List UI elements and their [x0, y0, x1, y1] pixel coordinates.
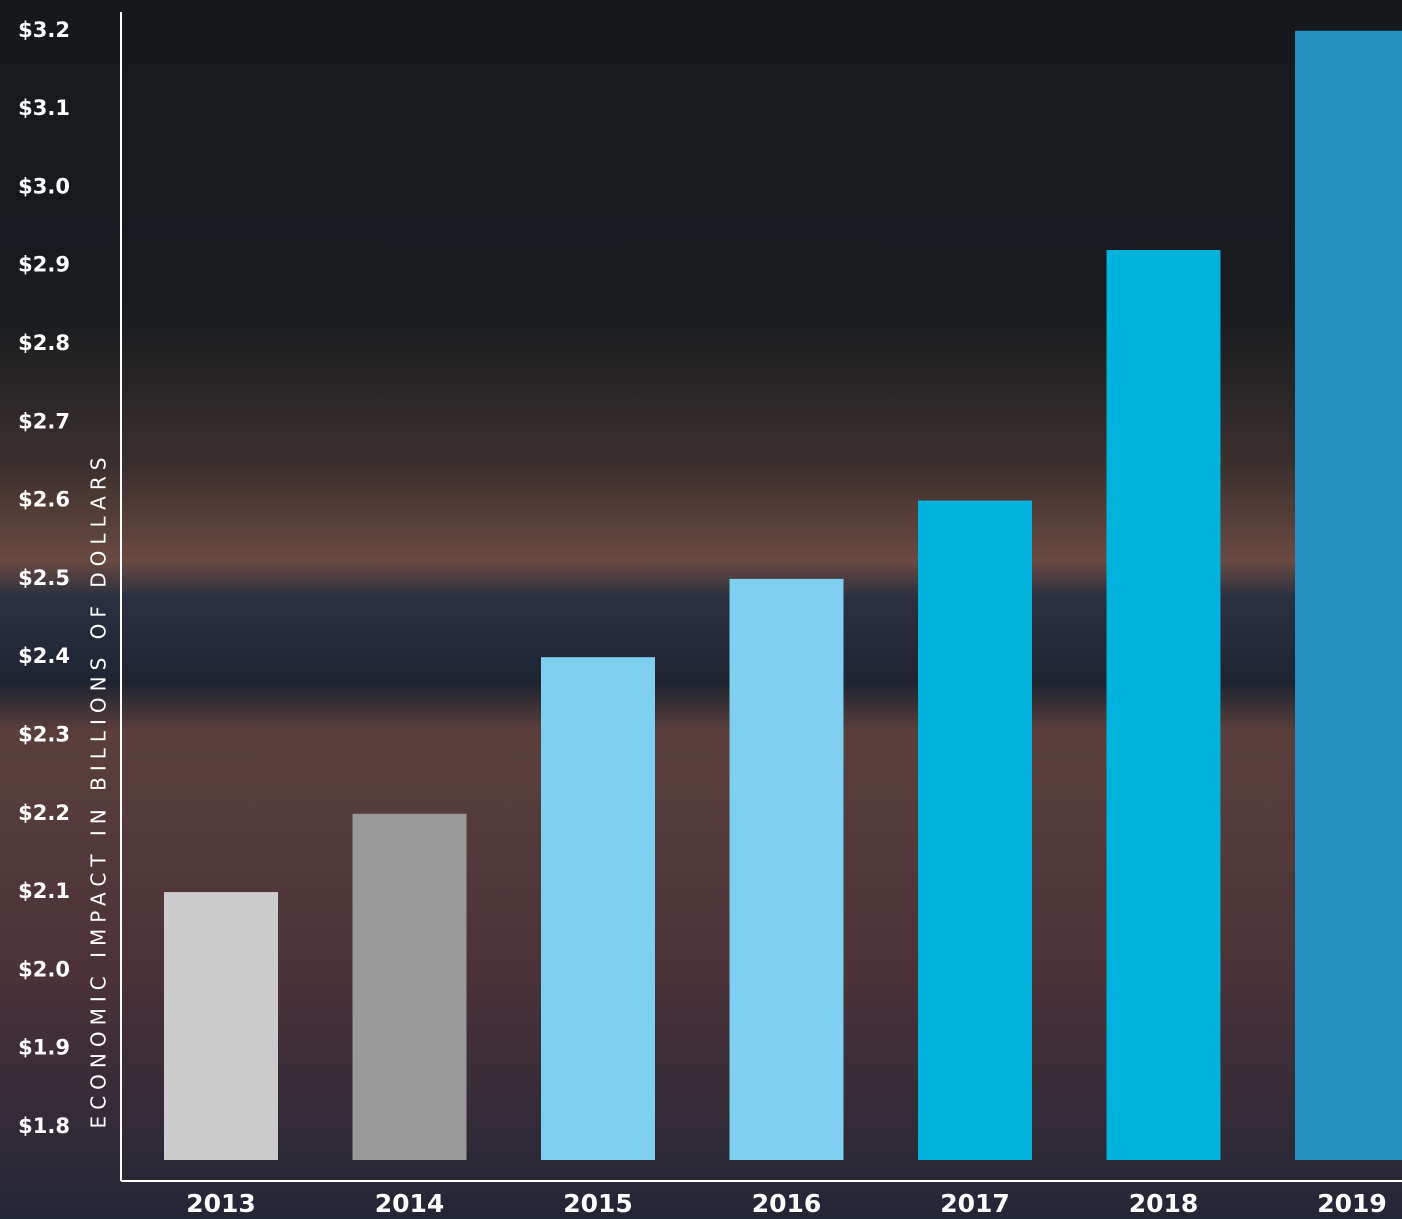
- x-tick-label: 2019: [1317, 1189, 1387, 1218]
- x-tick-label: 2018: [1129, 1189, 1199, 1218]
- y-tick-label: $3.1: [18, 96, 70, 120]
- y-tick-label: $2.0: [18, 957, 70, 981]
- y-tick-label: $2.3: [18, 722, 70, 746]
- bar: [164, 892, 278, 1160]
- y-tick-label: $2.9: [18, 253, 70, 277]
- y-axis-title: ECONOMIC IMPACT IN BILLIONS OF DOLLARS: [87, 452, 111, 1129]
- bar: [729, 578, 844, 1160]
- x-tick-label: 2016: [752, 1189, 822, 1218]
- bar: [541, 657, 655, 1160]
- y-tick-label: $3.2: [18, 18, 70, 42]
- x-tick-label: 2017: [940, 1189, 1010, 1218]
- y-tick-label: $2.8: [18, 331, 70, 355]
- bar: [918, 500, 1032, 1160]
- y-tick-label: $1.9: [18, 1036, 70, 1060]
- y-tick-label: $2.4: [18, 644, 70, 668]
- y-tick-label: $2.1: [18, 879, 70, 903]
- x-tick-label: 2015: [563, 1189, 633, 1218]
- bar: [1295, 30, 1402, 1160]
- x-tick-label: 2013: [186, 1189, 256, 1218]
- y-tick-label: $2.2: [18, 801, 70, 825]
- y-tick-label: $1.8: [18, 1114, 70, 1138]
- y-tick-label: $2.6: [18, 488, 70, 512]
- y-tick-label: $2.5: [18, 566, 70, 590]
- bar: [352, 813, 467, 1160]
- y-tick-label: $2.7: [18, 409, 70, 433]
- x-tick-label: 2014: [375, 1189, 445, 1218]
- y-tick-label: $3.0: [18, 174, 70, 198]
- bar: [1106, 250, 1221, 1160]
